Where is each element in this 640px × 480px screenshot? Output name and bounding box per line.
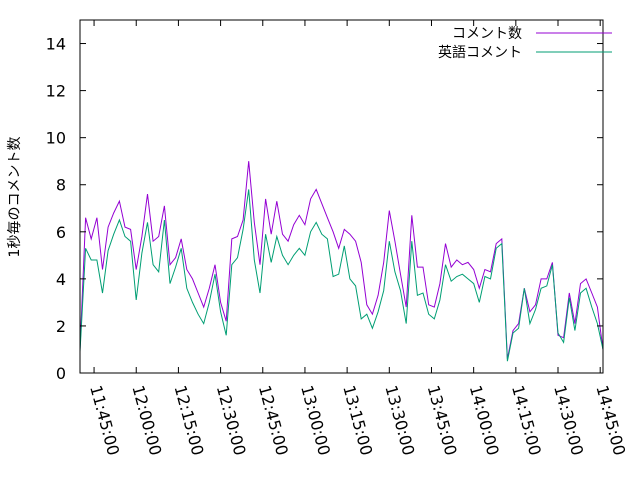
series-layer (79, 161, 604, 362)
legend-label-2: 英語コメント (438, 44, 522, 61)
series-line-1 (79, 161, 604, 359)
y-tick-label: 14 (46, 35, 66, 54)
y-axis-label: 1秒毎のコメント数 (7, 137, 23, 258)
plot-frame (79, 19, 604, 374)
y-tick-label: 12 (46, 82, 66, 101)
y-tick-label: 6 (56, 223, 66, 242)
y-tick-label: 4 (56, 270, 66, 289)
y-axis: 0 2 4 6 8 10 12 14 (46, 35, 603, 383)
y-tick-label: 2 (56, 317, 66, 336)
y-tick-label: 10 (46, 129, 66, 148)
series-line-2 (79, 189, 604, 362)
legend-label-1: コメント数 (452, 26, 522, 42)
y-tick-label: 8 (56, 176, 66, 195)
y-tick-label: 0 (56, 364, 66, 383)
